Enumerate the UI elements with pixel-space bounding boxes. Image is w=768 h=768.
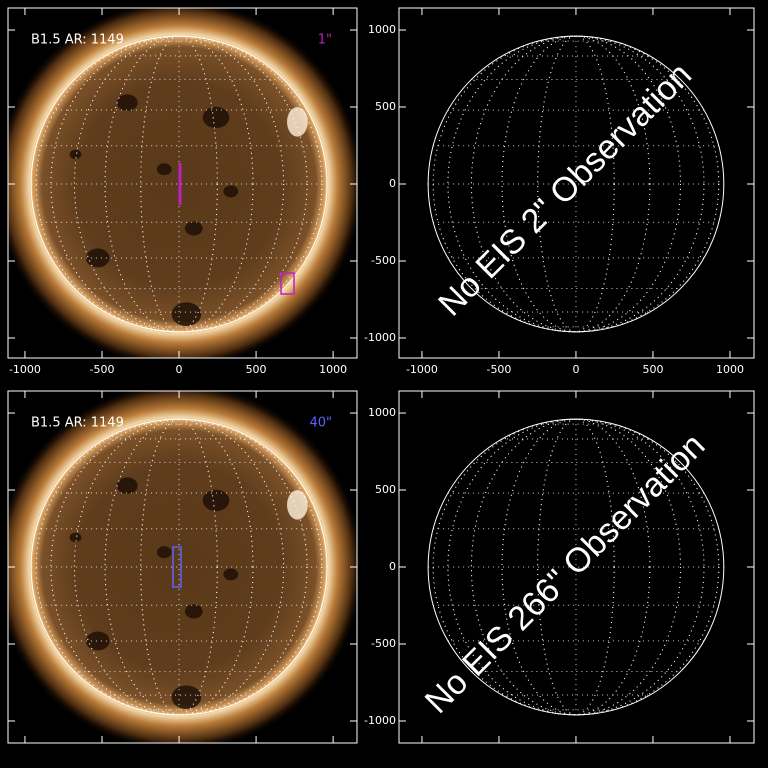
longitude bbox=[537, 35, 615, 333]
panel: -1000 -500 0 500 1000 -1000 -500 0 500 1000 No EIS… bbox=[364, 7, 755, 376]
panel-content bbox=[427, 418, 725, 716]
x-tick-label: 500 bbox=[246, 363, 267, 376]
x-tick-label: 0 bbox=[176, 363, 183, 376]
dark-region bbox=[156, 163, 172, 176]
dark-region bbox=[184, 604, 203, 619]
panel-content bbox=[427, 35, 725, 333]
dark-region bbox=[223, 185, 239, 198]
longitude bbox=[140, 418, 218, 716]
y-tick-label: 0 bbox=[389, 560, 396, 573]
y-tick-label: 0 bbox=[389, 177, 396, 190]
panel: B1.5 AR: 1149 40" bbox=[7, 390, 358, 744]
x-tick-label: -500 bbox=[486, 363, 511, 376]
dark-region bbox=[223, 568, 239, 581]
panel: -1000 -500 0 500 1000 B1.5 AR: 1149 1" bbox=[7, 7, 358, 376]
dark-region bbox=[202, 489, 230, 512]
y-tick-label: -500 bbox=[371, 254, 396, 267]
frame bbox=[398, 7, 755, 359]
dark-region bbox=[171, 685, 202, 710]
dark-region bbox=[69, 532, 82, 543]
panel-label: B1.5 AR: 1149 bbox=[31, 416, 124, 431]
longitude bbox=[537, 418, 615, 716]
frame bbox=[7, 7, 358, 359]
panel-content bbox=[8, 8, 357, 358]
x-tick-label: 0 bbox=[572, 363, 579, 376]
longitude bbox=[73, 418, 285, 716]
y-tick-label: 500 bbox=[375, 483, 396, 496]
y-tick-label: -1000 bbox=[364, 331, 396, 344]
dark-region bbox=[116, 477, 138, 494]
x-tick-label: 1000 bbox=[716, 363, 744, 376]
y-tick-label: -500 bbox=[371, 637, 396, 650]
x-tick-label: -1000 bbox=[406, 363, 438, 376]
longitude bbox=[104, 35, 254, 333]
longitude bbox=[470, 418, 682, 716]
longitude bbox=[470, 35, 682, 333]
dark-region bbox=[202, 106, 230, 129]
panel: -1000 -500 0 500 1000 No EIS 266" Observation bbox=[364, 390, 755, 744]
y-tick-label: -1000 bbox=[364, 714, 396, 727]
panel-label: B1.5 AR: 1149 bbox=[31, 33, 124, 48]
dark-region bbox=[184, 221, 203, 236]
y-tick-label: 500 bbox=[375, 100, 396, 113]
longitude bbox=[104, 418, 254, 716]
x-tick-label: -500 bbox=[90, 363, 115, 376]
dark-region bbox=[85, 248, 110, 268]
x-tick-label: -1000 bbox=[9, 363, 41, 376]
no-observation-message: No EIS 2" Observation bbox=[431, 56, 699, 324]
x-tick-label: 500 bbox=[642, 363, 663, 376]
dark-region bbox=[69, 149, 82, 160]
longitude bbox=[501, 35, 651, 333]
active-region bbox=[287, 490, 308, 520]
dark-region bbox=[156, 546, 172, 559]
y-tick-label: 1000 bbox=[368, 23, 396, 36]
dark-region bbox=[85, 631, 110, 651]
longitude bbox=[501, 418, 651, 716]
no-observation-message: No EIS 266" Observation bbox=[418, 426, 713, 721]
dark-region bbox=[116, 94, 138, 111]
x-tick-label: 1000 bbox=[319, 363, 347, 376]
fov-box bbox=[172, 546, 182, 588]
longitude bbox=[140, 35, 218, 333]
dark-region bbox=[171, 302, 202, 327]
scale-label: 40" bbox=[309, 416, 332, 431]
y-tick-label: 1000 bbox=[368, 406, 396, 419]
active-region bbox=[287, 107, 308, 137]
scale-label: 1" bbox=[318, 33, 332, 48]
panel-content bbox=[8, 391, 357, 743]
fov-box bbox=[280, 272, 295, 295]
longitude bbox=[73, 35, 285, 333]
